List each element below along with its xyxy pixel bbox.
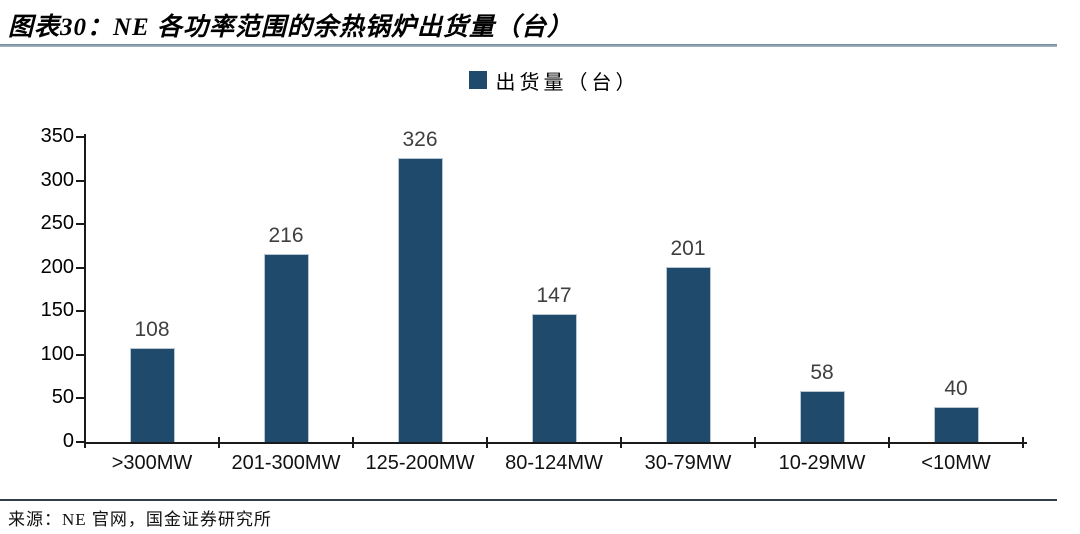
y-axis-tick-label: 50 (51, 386, 74, 409)
bar-value-label: 147 (536, 284, 572, 307)
x-axis-category-label: 80-124MW (505, 452, 603, 474)
x-axis-category-label: 10-29MW (778, 452, 866, 474)
x-axis-category-label: 201-300MW (231, 452, 341, 474)
x-axis-line (84, 442, 1027, 444)
x-axis-tick (352, 437, 354, 448)
x-axis-category-label: <10MW (921, 452, 991, 474)
x-axis-tick (1022, 437, 1024, 448)
y-axis-tick-label: 0 (62, 430, 74, 452)
legend-swatch-icon (468, 71, 487, 89)
bar (799, 391, 845, 442)
y-axis-tick-label: 100 (40, 342, 74, 365)
y-axis-line (84, 134, 86, 444)
x-axis-category-label: >300MW (111, 452, 193, 474)
bar (665, 267, 711, 442)
y-axis-tick-label: 300 (40, 168, 74, 191)
y-axis-tick (76, 310, 84, 313)
y-axis-tick-label: 200 (40, 255, 74, 278)
y-axis-tick (76, 397, 84, 400)
bar (397, 158, 443, 442)
x-axis-tick (218, 437, 220, 448)
source-text: 来源：NE 官网，国金证券研究所 (8, 510, 272, 529)
x-axis-category-label: 125-200MW (365, 452, 475, 474)
title-underline (0, 44, 1057, 47)
legend-label: 出货量（台） (495, 71, 640, 94)
x-axis-tick (620, 437, 622, 448)
x-axis-tick (888, 437, 890, 448)
x-axis-tick (754, 437, 756, 448)
y-axis-tick (76, 136, 84, 138)
bar-value-label: 201 (670, 237, 706, 260)
y-axis-tick-label: 350 (40, 125, 74, 147)
y-axis-tick (76, 223, 84, 226)
bar-value-label: 326 (402, 128, 438, 151)
y-axis-tick-label: 150 (40, 299, 74, 322)
bar-value-label: 58 (810, 361, 834, 384)
y-axis-tick (76, 266, 84, 269)
y-axis-tick (76, 179, 84, 182)
figure-title: 图表30：NE 各功率范围的余热锅炉出货量（台） (8, 14, 573, 41)
x-axis-category-label: 30-79MW (644, 452, 732, 474)
x-axis-tick (84, 437, 86, 448)
y-axis-tick (76, 353, 84, 356)
bar (263, 254, 309, 442)
bar (129, 348, 175, 442)
y-axis-tick-label: 250 (40, 212, 74, 235)
source-divider (0, 499, 1057, 501)
bar (531, 314, 577, 442)
bar (933, 407, 979, 442)
bar-value-label: 108 (134, 318, 170, 341)
legend: 出货量（台） (85, 69, 1023, 94)
bar-value-label: 40 (944, 377, 968, 400)
y-axis-tick (76, 441, 84, 443)
bar-value-label: 216 (268, 224, 304, 247)
x-axis-tick (486, 437, 488, 448)
